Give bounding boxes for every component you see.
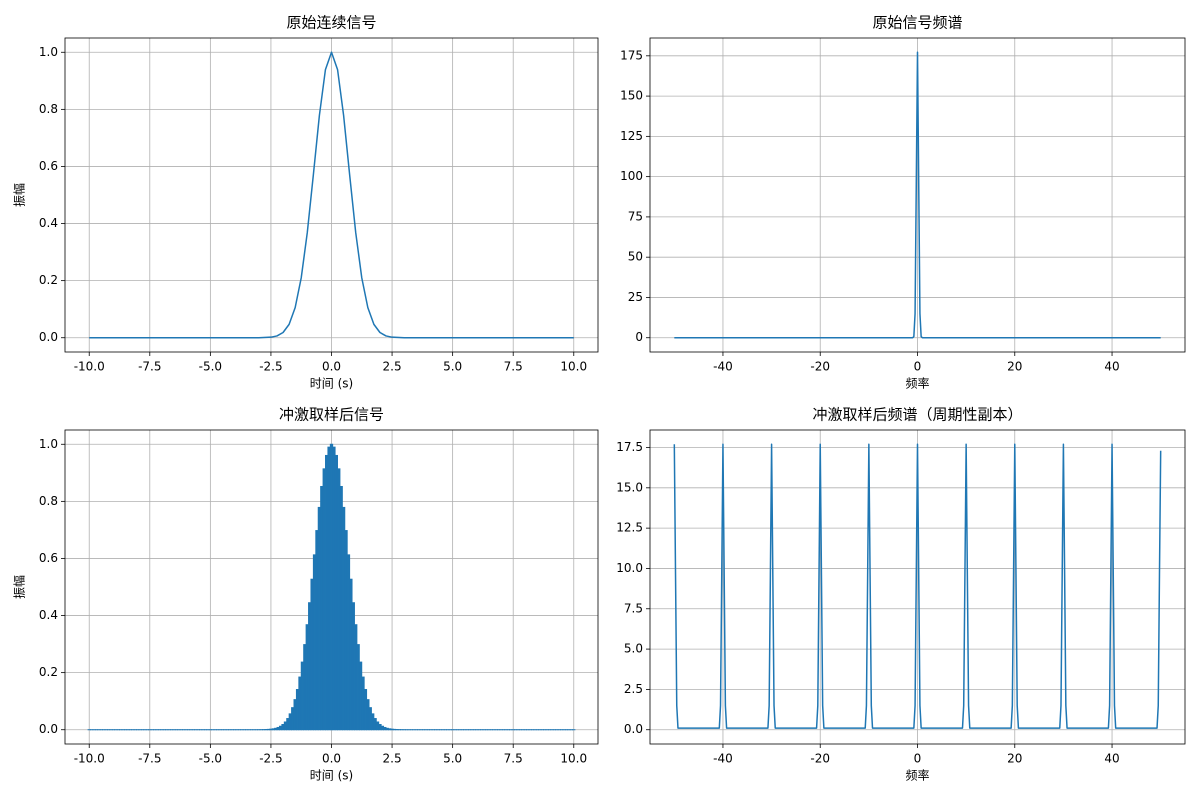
subplot: -40 -20 0 20 40 0.0 2.5 5.0 7.5 10.0 12.5 15.0 17.5 冲… [616, 406, 1186, 783]
y-tick-label: 12.5 [616, 521, 643, 535]
x-tick-label: -5.0 [199, 360, 222, 374]
x-tick-label: -7.5 [138, 360, 161, 374]
x-axis-label: 时间 (s) [310, 377, 353, 391]
chart-title: 冲激取样后频谱（周期性副本） [812, 406, 1022, 424]
x-tick-label: -10.0 [74, 360, 105, 374]
axes-frame [649, 429, 1186, 745]
subplot: -10.0 -7.5 -5.0 -2.5 0.0 2.5 5.0 7.5 10.0 0.0 0.2 0… [12, 406, 599, 783]
x-tick-label: 2.5 [383, 360, 402, 374]
y-tick-label: 0.6 [39, 159, 58, 173]
x-tick-label: 7.5 [504, 360, 523, 374]
line [674, 51, 1161, 339]
y-tick-label: 0.0 [39, 330, 58, 344]
x-tick-label: 7.5 [504, 752, 523, 766]
x-tick-label: -2.5 [259, 360, 282, 374]
y-axis-label: 振幅 [12, 183, 27, 207]
y-tick-label: 0.8 [39, 102, 58, 116]
x-tick-label: -2.5 [259, 752, 282, 766]
x-tick-label: 20 [1007, 752, 1022, 766]
y-tick-label: 0.2 [39, 665, 58, 679]
x-tick-label: -10.0 [74, 752, 105, 766]
y-tick-label: 25 [628, 290, 643, 304]
x-tick-label: 40 [1104, 752, 1119, 766]
chart-title: 原始信号频谱 [872, 14, 962, 32]
x-tick-label: 10.0 [560, 752, 587, 766]
y-tick-label: 125 [620, 129, 643, 143]
x-tick-label: 5.0 [443, 360, 462, 374]
x-tick-label: 0 [914, 752, 922, 766]
x-tick-label: 20 [1007, 360, 1022, 374]
y-tick-label: 1.0 [39, 437, 58, 451]
y-tick-label: 0.4 [39, 216, 58, 230]
y-tick-label: 100 [620, 169, 643, 183]
chart-title: 原始连续信号 [286, 14, 376, 32]
y-tick-label: 0.0 [624, 722, 643, 736]
x-tick-label: 40 [1104, 360, 1119, 374]
y-axis-label: 振幅 [12, 575, 27, 599]
x-axis-label: 时间 (s) [310, 769, 353, 783]
axes-frame [649, 37, 1186, 353]
x-tick-label: -20 [810, 752, 830, 766]
y-tick-label: 5.0 [624, 642, 643, 656]
y-tick-label: 15.0 [616, 480, 643, 494]
line [673, 443, 1162, 729]
y-tick-label: 1.0 [39, 45, 58, 59]
y-tick-label: 0.6 [39, 551, 58, 565]
x-axis-label: 频率 [905, 768, 929, 783]
y-tick-label: 7.5 [624, 601, 643, 615]
y-tick-label: 75 [628, 209, 643, 223]
x-tick-label: -40 [713, 752, 733, 766]
chart-title: 冲激取样后信号 [279, 406, 384, 424]
y-tick-label: 50 [628, 250, 643, 264]
x-tick-label: 2.5 [383, 752, 402, 766]
y-tick-label: 17.5 [616, 440, 643, 454]
subplot: -10.0 -7.5 -5.0 -2.5 0.0 2.5 5.0 7.5 10.0 0.0 0.2 0… [12, 14, 599, 391]
x-tick-label: -7.5 [138, 752, 161, 766]
x-tick-label: 0.0 [322, 752, 341, 766]
y-tick-label: 0 [635, 330, 643, 344]
x-tick-label: 0 [914, 360, 922, 374]
x-tick-label: 5.0 [443, 752, 462, 766]
x-axis-label: 频率 [905, 376, 929, 391]
y-tick-label: 10.0 [616, 561, 643, 575]
x-tick-label: 10.0 [560, 360, 587, 374]
y-tick-label: 0.4 [39, 608, 58, 622]
x-tick-label: -5.0 [199, 752, 222, 766]
y-tick-label: 0.2 [39, 273, 58, 287]
y-tick-label: 2.5 [624, 682, 643, 696]
y-tick-label: 0.0 [39, 722, 58, 736]
line [89, 51, 574, 339]
x-tick-label: -20 [810, 360, 830, 374]
y-tick-label: 175 [620, 48, 643, 62]
y-tick-label: 150 [620, 89, 643, 103]
x-tick-label: 0.0 [322, 360, 341, 374]
x-tick-label: -40 [713, 360, 733, 374]
y-tick-label: 0.8 [39, 494, 58, 508]
axes-frame [64, 37, 599, 353]
axes-frame [64, 429, 599, 745]
